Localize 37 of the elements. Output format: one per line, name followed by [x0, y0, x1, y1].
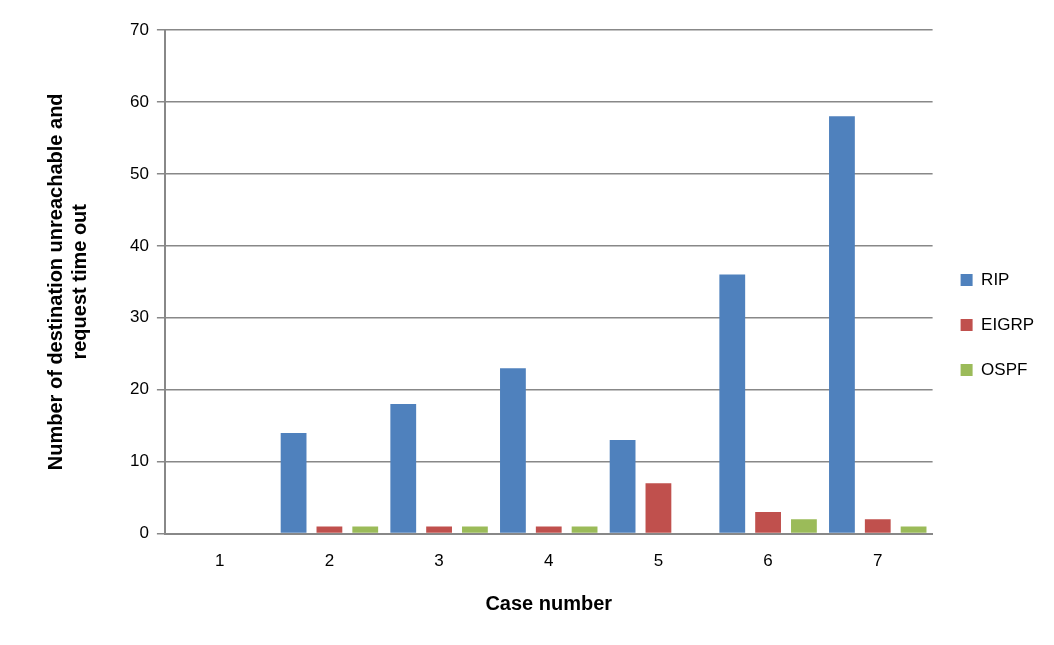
bar	[791, 519, 817, 533]
bar	[352, 526, 379, 533]
bar	[609, 440, 636, 533]
bar	[462, 526, 488, 533]
legend-label: EIGRP	[981, 314, 1035, 334]
y-tick-label: 30	[129, 307, 149, 327]
y-tick-label: 10	[129, 451, 149, 471]
y-tick-label: 50	[129, 163, 149, 183]
bar	[571, 526, 598, 533]
bar	[829, 116, 855, 533]
y-tick-label: 70	[129, 19, 149, 39]
x-tick-label: 1	[215, 551, 225, 571]
x-tick-label: 7	[873, 551, 883, 571]
x-tick-label: 6	[763, 551, 773, 571]
bar	[316, 526, 343, 533]
bar	[390, 404, 417, 533]
x-tick-label: 2	[324, 551, 335, 571]
bar	[535, 526, 562, 533]
bar	[500, 368, 526, 533]
y-axis-title: Number of destination unreachable and request time out	[43, 93, 90, 471]
y-tick-label: 40	[129, 235, 149, 255]
bar	[864, 519, 891, 533]
x-tick-label: 3	[434, 551, 444, 571]
bar	[900, 526, 927, 533]
bar	[719, 274, 746, 533]
y-tick-label: 20	[129, 379, 149, 399]
bar	[645, 483, 672, 533]
y-tick-label: 0	[139, 523, 149, 543]
y-tick-label: 60	[129, 91, 149, 111]
x-tick-label: 5	[653, 551, 664, 571]
bar	[426, 526, 452, 533]
x-axis-title: Case number	[485, 591, 613, 614]
x-tick-label: 4	[544, 551, 554, 571]
bar	[280, 432, 307, 533]
bar	[755, 512, 781, 533]
legend-label: OSPF	[981, 359, 1028, 379]
legend-label: RIP	[981, 269, 1010, 289]
